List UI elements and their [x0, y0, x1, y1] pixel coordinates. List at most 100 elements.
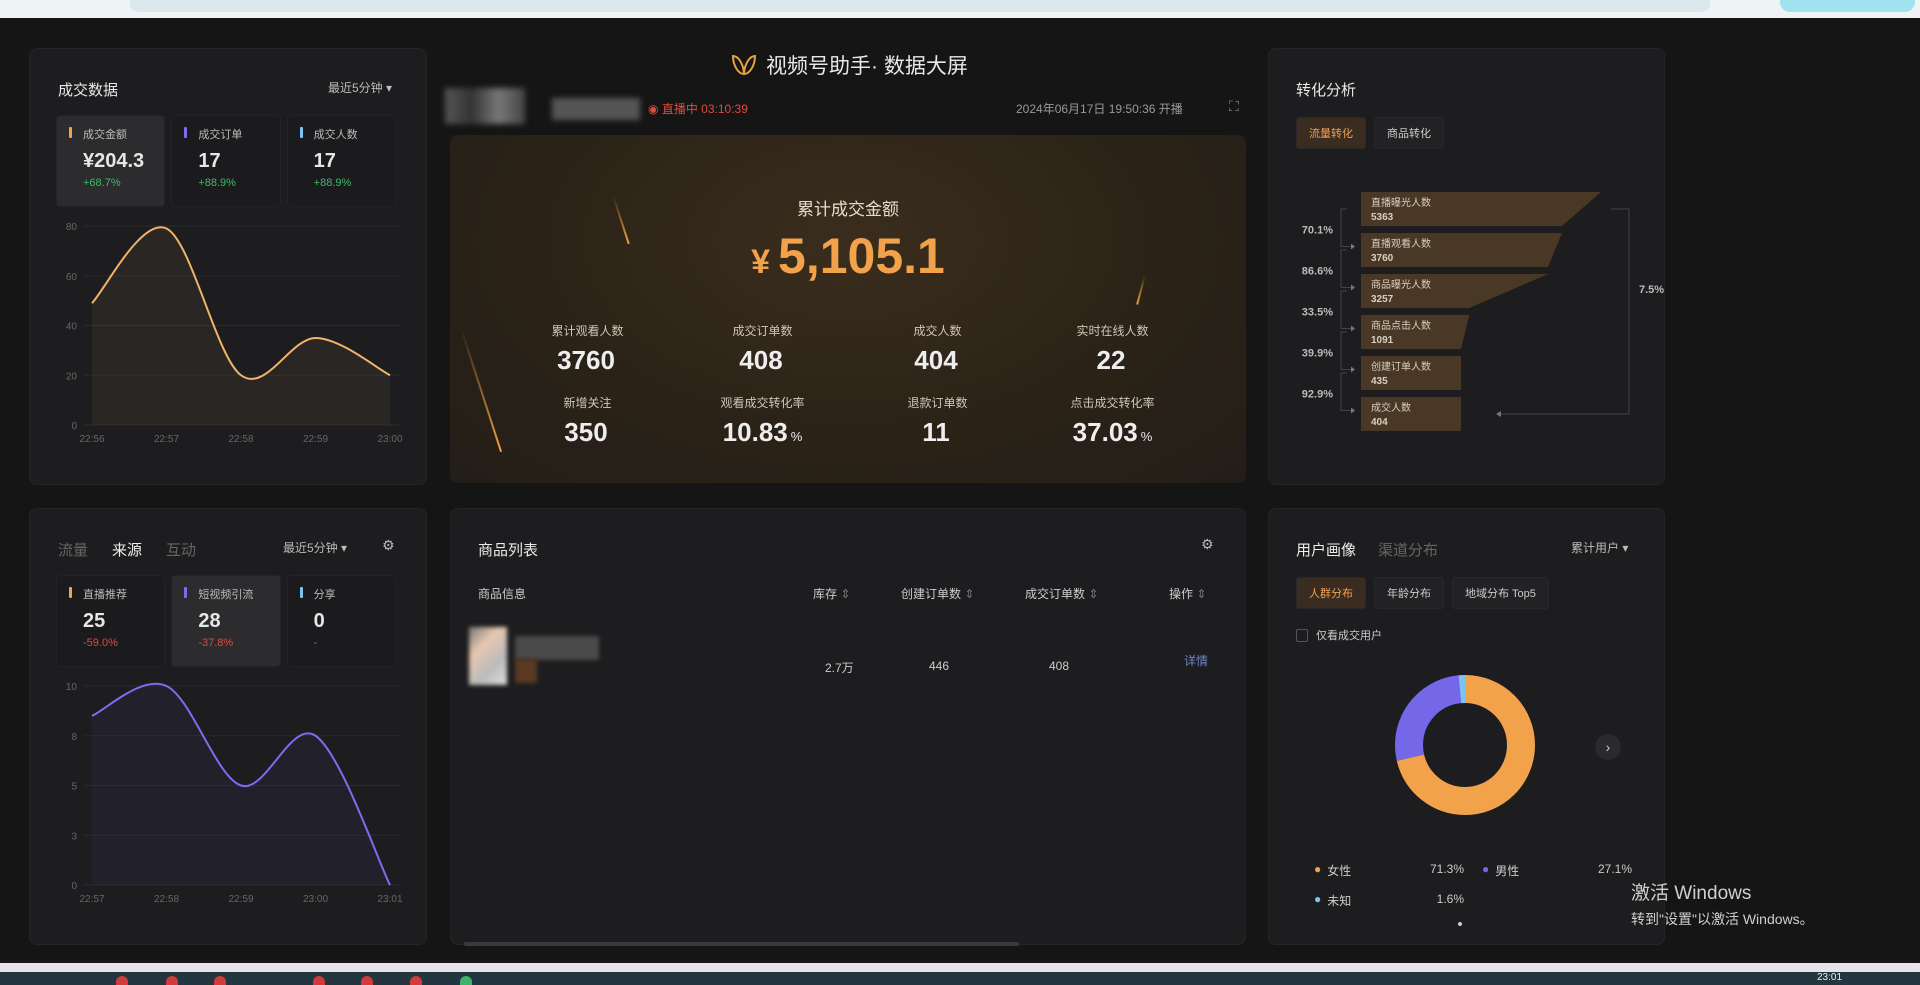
- stat-item: 观看成交转化率 10.83%: [675, 394, 850, 448]
- total-label: 累计成交金额: [797, 200, 899, 219]
- legend-item: ● 女性 71.3%: [1314, 862, 1464, 879]
- user-range-dropdown[interactable]: 累计用户 ▾: [1571, 539, 1628, 556]
- step-bracket: [1340, 290, 1351, 329]
- stage-value: 435: [1371, 376, 1388, 387]
- y-tick-label: 0: [71, 421, 77, 432]
- arrow-right-icon: [1351, 407, 1355, 414]
- caret-down-icon: ▾: [341, 541, 348, 555]
- col-product-info: 商品信息: [478, 587, 527, 601]
- y-tick-label: 60: [66, 272, 78, 283]
- kpi-card[interactable]: 短视频引流 28 -37.8%: [171, 575, 281, 667]
- y-tick-label: 5: [71, 782, 77, 793]
- taskbar-app-icon[interactable]: [410, 976, 422, 985]
- step-bracket: [1340, 372, 1351, 411]
- tab-2[interactable]: 互动: [166, 542, 197, 559]
- stat-label: 实时在线人数: [1076, 324, 1149, 338]
- pagination-dot[interactable]: [1458, 922, 1462, 926]
- caret-down-icon: ▾: [386, 81, 393, 95]
- subtab-1[interactable]: 年龄分布: [1374, 577, 1444, 609]
- stage-value: 1091: [1371, 335, 1394, 346]
- y-tick-label: 40: [66, 322, 78, 333]
- product-list-panel: 商品列表 ⚙ 商品信息 库存 ⇕ 创建订单数 ⇕ 成交订单数 ⇕ 操作 ⇕ 2.…: [450, 508, 1246, 946]
- fullscreen-icon[interactable]: ⛶: [1229, 98, 1239, 114]
- col-stock[interactable]: 库存 ⇕: [813, 587, 851, 601]
- step-rate: 33.5%: [1302, 307, 1333, 319]
- tab-0[interactable]: 用户画像: [1296, 542, 1357, 559]
- legend-dot-icon: ●: [1482, 862, 1490, 876]
- taskbar-app-icon[interactable]: [166, 976, 178, 985]
- stat-label: 新增关注: [563, 396, 612, 410]
- range-label: 最近5分钟: [283, 541, 338, 555]
- sort-icon: ⇕: [1088, 587, 1099, 601]
- taskbar-app-icon[interactable]: [214, 976, 226, 985]
- tab-0[interactable]: 流量: [58, 542, 89, 559]
- filter-settings-icon[interactable]: ⚙: [382, 537, 395, 553]
- taskbar-app-icon[interactable]: [460, 976, 472, 985]
- live-status: ◉ 直播中 03:10:39: [648, 100, 748, 117]
- watermark-subtitle: 转到"设置"以激活 Windows。: [1631, 911, 1814, 927]
- y-tick-label: 8: [71, 732, 77, 743]
- funnel-stage[interactable]: [1361, 397, 1461, 431]
- donut-slice[interactable]: [1395, 675, 1535, 815]
- funnel-stage[interactable]: [1361, 315, 1470, 349]
- kpi-card[interactable]: 成交金额 ¥204.3 +68.7%: [56, 115, 166, 207]
- tab-1[interactable]: 来源: [112, 542, 143, 559]
- taskbar-app-icon[interactable]: [361, 976, 373, 985]
- col-deal-orders[interactable]: 成交订单数 ⇕: [1025, 587, 1099, 601]
- funnel-stage[interactable]: [1361, 233, 1562, 267]
- stat-value: 11: [922, 417, 950, 447]
- taskbar-app-icon[interactable]: [116, 976, 128, 985]
- conversion-panel: 转化分析 流量转化 商品转化 直播曝光人数 5363 70.1% 直播观看人数 3760 8…: [1268, 48, 1665, 485]
- source-panel: 流量 来源 互动 最近5分钟 ▾ ⚙ 直播推荐 25 -59.0% 短视频引流 28 …: [29, 508, 427, 945]
- deal-users-only-checkbox[interactable]: 仅看成交用户: [1296, 627, 1382, 643]
- x-tick-label: 23:00: [303, 894, 328, 905]
- subtab-0[interactable]: 人群分布: [1296, 577, 1366, 609]
- stat-label: 退款订单数: [907, 396, 968, 410]
- col-created-orders[interactable]: 创建订单数 ⇕: [901, 587, 975, 601]
- kpi-card[interactable]: 直播推荐 25 -59.0%: [56, 575, 166, 667]
- panel-title: 商品列表: [478, 542, 539, 559]
- subtab-0[interactable]: 流量转化: [1296, 117, 1366, 149]
- detail-link[interactable]: 详情: [1184, 654, 1209, 668]
- funnel-stage[interactable]: [1361, 274, 1549, 308]
- taskbar-app-icon[interactable]: [313, 976, 325, 985]
- stage-value: 3760: [1371, 253, 1394, 264]
- x-tick-label: 22:59: [303, 434, 328, 445]
- subtab-1[interactable]: 商品转化: [1374, 117, 1444, 149]
- range-dropdown[interactable]: 最近5分钟 ▾: [283, 539, 347, 556]
- address-bar[interactable]: [130, 0, 1710, 12]
- product-thumbnail[interactable]: [469, 627, 507, 685]
- streamer-avatar: [445, 88, 525, 124]
- gender-donut-chart: [1395, 675, 1535, 815]
- product-name[interactable]: [515, 636, 599, 660]
- subtab-2[interactable]: 地域分布 Top5: [1452, 577, 1549, 609]
- kpi-card[interactable]: 分享 0 -: [286, 575, 396, 667]
- decor-streak: [459, 327, 503, 453]
- y-tick-label: 3: [71, 831, 77, 842]
- arrow-right-icon: [1351, 325, 1355, 332]
- col-action[interactable]: 操作 ⇕: [1169, 587, 1207, 601]
- browser-profile-button[interactable]: [1780, 0, 1915, 12]
- donut-slice[interactable]: [1395, 675, 1535, 815]
- checkbox-box[interactable]: [1296, 628, 1308, 642]
- stat-item: 实时在线人数 22: [1025, 322, 1200, 376]
- chevron-right-icon[interactable]: ›: [1595, 734, 1621, 760]
- column-settings-icon[interactable]: ⚙: [1201, 536, 1214, 552]
- kpi-card[interactable]: 成交人数 17 +88.9%: [286, 115, 396, 207]
- range-dropdown[interactable]: 最近5分钟 ▾: [328, 79, 392, 96]
- kpi-value: ¥204.3: [83, 150, 145, 172]
- funnel-stage[interactable]: [1361, 356, 1461, 390]
- horizontal-scrollbar[interactable]: [464, 942, 1019, 946]
- live-duration: 直播中 03:10:39: [661, 102, 748, 116]
- kpi-value: 17: [313, 150, 336, 172]
- kpi-card[interactable]: 成交订单 17 +88.9%: [171, 115, 281, 207]
- kpi-label: 分享: [299, 586, 383, 602]
- color-marker: [184, 587, 188, 598]
- step-bracket: [1340, 208, 1351, 247]
- step-rate: 92.9%: [1302, 389, 1333, 401]
- x-tick-label: 22:58: [228, 434, 253, 445]
- funnel-stage[interactable]: [1361, 192, 1601, 226]
- tab-1[interactable]: 渠道分布: [1378, 542, 1439, 559]
- kpi-change: +88.9%: [313, 177, 352, 189]
- x-tick-label: 23:00: [377, 434, 402, 445]
